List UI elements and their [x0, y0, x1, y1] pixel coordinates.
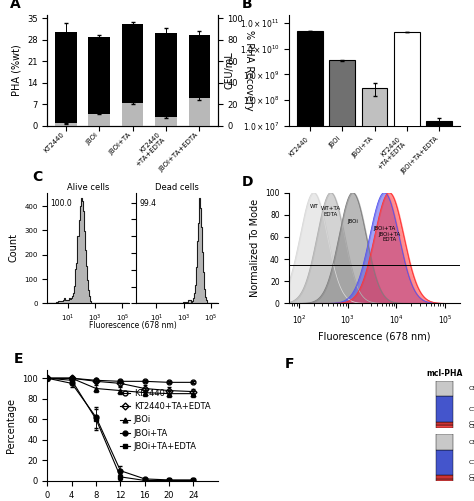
Text: E: E	[13, 352, 23, 366]
Y-axis label: % PHA Recovery: % PHA Recovery	[245, 30, 255, 111]
Bar	[436, 422, 453, 425]
Text: C8: C8	[468, 439, 474, 444]
Y-axis label: Normalized To Mode: Normalized To Mode	[250, 199, 260, 297]
Bar	[88, 37, 110, 126]
Bar	[155, 33, 177, 126]
Bar	[55, 123, 77, 126]
Text: JBOi: JBOi	[347, 218, 358, 223]
Bar	[297, 31, 323, 501]
Title: Dead cells: Dead cells	[155, 183, 199, 192]
Text: C8:1: C8:1	[468, 424, 474, 429]
Bar	[436, 434, 453, 450]
Y-axis label: PHA (%wt): PHA (%wt)	[11, 45, 21, 96]
Text: C10: C10	[468, 460, 474, 465]
Text: F: F	[284, 357, 294, 371]
Legend: KT2440, KT2440+TA+EDTA, JBOi, JBOi+TA, JBOi+TA+EDTA: KT2440, KT2440+TA+EDTA, JBOi, JBOi+TA, J…	[117, 386, 214, 454]
Text: Fluorescence (678 nm): Fluorescence (678 nm)	[89, 321, 176, 330]
Text: WT: WT	[310, 204, 318, 209]
Bar	[362, 88, 387, 501]
Title: Alive cells: Alive cells	[67, 183, 109, 192]
Text: C8: C8	[468, 386, 474, 391]
X-axis label: Fluorescence (678 nm): Fluorescence (678 nm)	[319, 331, 431, 341]
Y-axis label: Count: Count	[9, 233, 18, 263]
Bar	[436, 381, 453, 396]
Bar	[88, 114, 110, 126]
Bar	[436, 478, 453, 481]
Text: C10: C10	[468, 407, 474, 412]
Text: JBOi+TA: JBOi+TA	[373, 226, 395, 231]
Y-axis label: CFU/mL: CFU/mL	[224, 52, 234, 89]
Bar	[189, 35, 210, 126]
Y-axis label: Percentage: Percentage	[6, 398, 17, 453]
Bar	[189, 98, 210, 126]
Bar	[394, 32, 420, 501]
Bar	[436, 450, 453, 475]
Bar	[155, 117, 177, 126]
Text: C8:1: C8:1	[468, 477, 474, 482]
Bar	[55, 32, 77, 126]
Bar	[426, 121, 452, 501]
Text: 99.4: 99.4	[139, 199, 156, 208]
Bar	[122, 103, 144, 126]
Text: B: B	[242, 0, 252, 12]
Text: C12: C12	[468, 474, 474, 479]
Text: mcl-PHA: mcl-PHA	[426, 369, 463, 378]
Bar	[436, 475, 453, 478]
Bar	[436, 425, 453, 428]
Text: C12: C12	[468, 421, 474, 426]
Bar	[436, 396, 453, 422]
Text: D: D	[242, 175, 253, 189]
Text: 100.0: 100.0	[51, 199, 73, 208]
Text: A: A	[10, 0, 21, 12]
Bar	[329, 60, 355, 501]
Text: JBOi+TA
EDTA: JBOi+TA EDTA	[378, 231, 401, 242]
Text: WT+TA
EDTA: WT+TA EDTA	[321, 206, 341, 217]
Text: C: C	[33, 170, 43, 184]
Bar	[122, 24, 144, 126]
